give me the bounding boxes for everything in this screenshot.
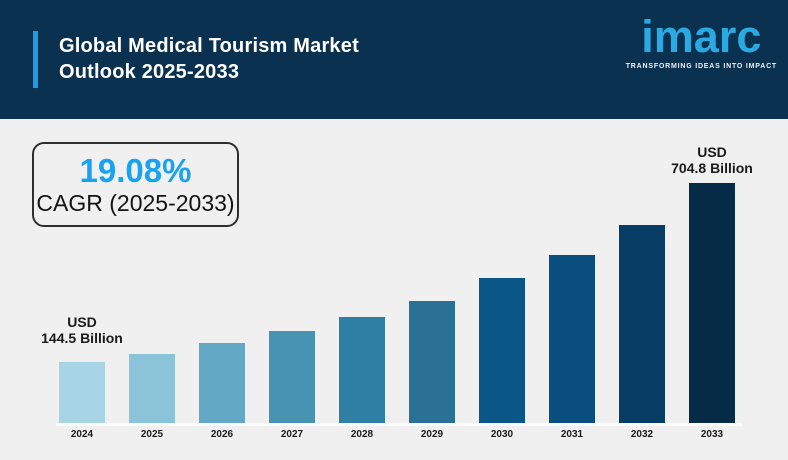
year-label-2032: 2032 bbox=[630, 429, 654, 440]
title-accent-bar bbox=[33, 31, 38, 88]
cagr-label: CAGR (2025-2033) bbox=[36, 189, 235, 216]
year-label-2030: 2030 bbox=[490, 429, 514, 440]
page-title-line2: Outlook 2025-2033 bbox=[59, 61, 240, 83]
x-axis-labels: 2024 2025 2026 2027 2028 2029 2030 2031 2032 2033 bbox=[59, 429, 735, 440]
imarc-logo: imarc TRANSFORMING IDEAS INTO IMPACT bbox=[625, 11, 777, 71]
cagr-callout-box: 19.08% CAGR (2025-2033) bbox=[32, 142, 239, 227]
bar-2030 bbox=[479, 278, 525, 423]
bar-series: USD 144.5 Billion USD 704.8 Billion bbox=[41, 113, 753, 423]
year-label-2025: 2025 bbox=[140, 429, 164, 440]
imarc-logo-wordmark: imarc bbox=[641, 11, 762, 62]
bar-2033: USD 704.8 Billion bbox=[671, 144, 753, 423]
year-label-2029: 2029 bbox=[420, 429, 444, 440]
page-title-line1: Global Medical Tourism Market bbox=[59, 35, 359, 57]
year-label-2024: 2024 bbox=[70, 429, 94, 440]
value-label-2024-line1: USD bbox=[67, 314, 97, 330]
bar-2025 bbox=[129, 354, 175, 423]
bar-2027 bbox=[269, 331, 315, 423]
year-label-2028: 2028 bbox=[350, 429, 374, 440]
year-label-2027: 2027 bbox=[280, 429, 304, 440]
bar-2029 bbox=[409, 301, 455, 423]
value-label-2033-line2: 704.8 Billion bbox=[671, 160, 753, 176]
year-label-2026: 2026 bbox=[210, 429, 234, 440]
value-label-2024-line2: 144.5 Billion bbox=[41, 330, 123, 346]
page-title: Global Medical Tourism Market Outlook 20… bbox=[59, 33, 359, 85]
cagr-value: 19.08% bbox=[79, 151, 192, 189]
year-label-2033: 2033 bbox=[700, 429, 724, 440]
value-label-2024: USD 144.5 Billion bbox=[41, 314, 123, 346]
bar-2024: USD 144.5 Billion bbox=[41, 314, 123, 423]
value-label-2033: USD 704.8 Billion bbox=[671, 144, 753, 176]
bar-2028 bbox=[339, 317, 385, 423]
bar-2032 bbox=[619, 225, 665, 423]
bar-2026 bbox=[199, 343, 245, 423]
header-banner: Global Medical Tourism Market Outlook 20… bbox=[0, 0, 788, 119]
bar-2031 bbox=[549, 255, 595, 423]
x-axis-line bbox=[56, 423, 742, 426]
year-label-2031: 2031 bbox=[560, 429, 584, 440]
imarc-logo-tagline: TRANSFORMING IDEAS INTO IMPACT bbox=[625, 63, 777, 70]
value-label-2033-line1: USD bbox=[697, 144, 727, 160]
